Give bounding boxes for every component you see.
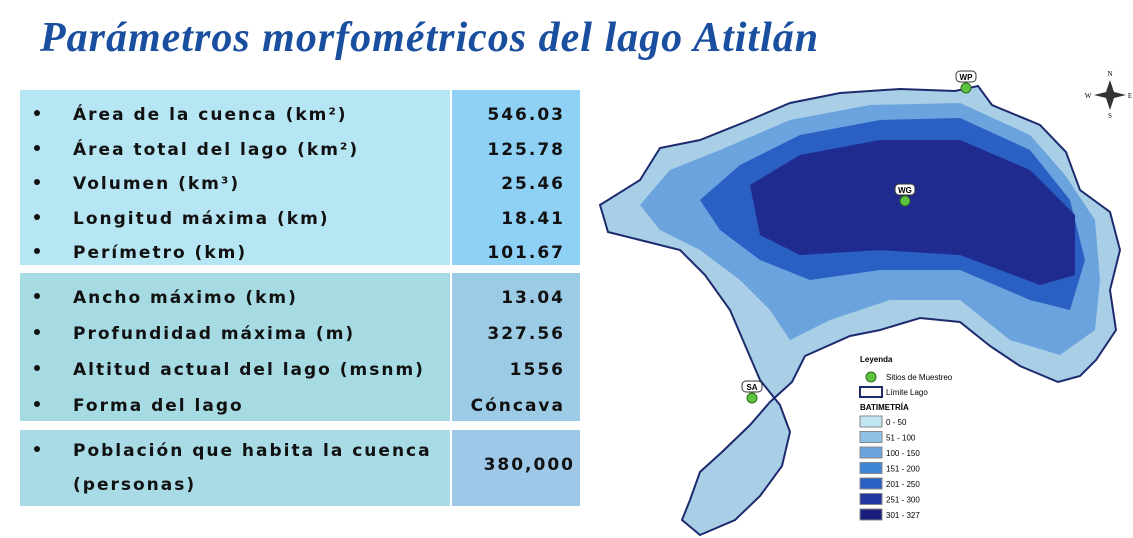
site-label-bg xyxy=(955,70,977,83)
row-value: 1556 xyxy=(509,360,565,380)
cell-bg xyxy=(452,90,580,265)
table-group: Área de la cuenca (km²) 546.03 Área total … xyxy=(20,90,580,265)
row-value: 13.04 xyxy=(501,288,565,308)
legend-item: Límite Lago xyxy=(886,388,928,397)
site-label-bg xyxy=(894,183,916,196)
row-value: 25.46 xyxy=(501,174,565,194)
compass-rose xyxy=(1094,80,1126,110)
bullet xyxy=(34,110,40,116)
cell-bg xyxy=(452,430,580,506)
legend-swatch xyxy=(859,493,883,505)
bullet xyxy=(34,401,40,407)
row-label: Perímetro (km) xyxy=(73,243,248,263)
legend-swatch xyxy=(859,477,883,490)
legend-class-label: 151 - 200 xyxy=(886,465,920,474)
legend-class-label: 201 - 250 xyxy=(886,480,920,489)
row-value: 546.03 xyxy=(487,105,565,125)
legend-class-label: 51 - 100 xyxy=(886,434,916,443)
site-marker xyxy=(746,392,758,404)
legend-boundary-icon xyxy=(859,386,883,398)
legend-title: Leyenda xyxy=(860,355,893,364)
site-label-bg xyxy=(741,380,763,393)
legend-swatch xyxy=(859,462,883,474)
row-label: Ancho máximo (km) xyxy=(73,288,298,308)
cell-bg xyxy=(20,273,450,421)
compass-letter: N xyxy=(1107,70,1112,78)
row-value: 327.56 xyxy=(487,324,565,344)
bullet xyxy=(34,144,40,151)
lake-outline xyxy=(598,84,1122,537)
legend-class-label: 251 - 300 xyxy=(886,496,920,505)
site-marker xyxy=(899,195,911,207)
bullet xyxy=(34,365,40,371)
cell-bg xyxy=(20,90,450,265)
legend-bathymetry-title: BATIMETRÍA xyxy=(860,403,909,412)
cell-bg xyxy=(452,273,580,421)
legend-swatch xyxy=(859,415,883,428)
title: Parámetros morfométricos del lago Atitlá… xyxy=(40,15,820,61)
row-value: 125.78 xyxy=(487,139,565,160)
bullet xyxy=(34,179,40,185)
site-label: WP xyxy=(960,73,974,82)
compass-letter: E xyxy=(1128,92,1132,100)
compass-letter: W xyxy=(1085,92,1092,100)
row-label: Volumen (km³) xyxy=(73,174,241,194)
row-label: Área total del lago (km²) xyxy=(73,139,360,160)
depth-layer xyxy=(700,118,1085,310)
row-value: 101.67 xyxy=(487,243,565,263)
bullet xyxy=(34,329,40,335)
row-label: Longitud máxima (km) xyxy=(73,208,330,229)
cell-bg xyxy=(20,430,450,506)
compass xyxy=(1094,80,1126,110)
row-label: Forma del lago xyxy=(73,396,244,416)
legend-class-label: 100 - 150 xyxy=(886,449,920,458)
legend-class-label: 0 - 50 xyxy=(886,418,907,427)
row-label: Área de la cuenca (km²) xyxy=(73,105,348,125)
row-value: 380,000 xyxy=(483,455,575,475)
depth-layer xyxy=(750,140,1075,285)
legend-swatch xyxy=(859,508,883,521)
legend-site-icon xyxy=(865,371,877,383)
bullet xyxy=(34,446,40,452)
row-label: Altitud actual del lago (msnm) xyxy=(73,360,425,380)
bullet xyxy=(34,293,40,299)
compass-letter: S xyxy=(1108,112,1112,120)
site-label: SA xyxy=(746,383,757,392)
bullet xyxy=(34,213,40,220)
row-value: Cóncava xyxy=(470,396,565,416)
table-group: Ancho máximo (km) 13.04 Profundidad máxima… xyxy=(20,273,580,421)
row-value: 18.41 xyxy=(501,208,565,229)
row-label: Población que habita la cuenca (personas… xyxy=(73,441,432,495)
site-marker xyxy=(960,82,972,94)
depth-layer xyxy=(640,103,1100,355)
site-label: WG xyxy=(898,186,912,195)
table-group: Población que habita la cuenca (personas… xyxy=(20,430,580,506)
legend-class-label: 301 - 327 xyxy=(886,511,920,520)
legend-swatch xyxy=(859,431,883,443)
bullet xyxy=(34,248,40,254)
legend-swatch xyxy=(859,446,883,459)
row-label: Profundidad máxima (m) xyxy=(73,324,356,344)
legend-item: Sitios de Muestreo xyxy=(886,373,953,382)
